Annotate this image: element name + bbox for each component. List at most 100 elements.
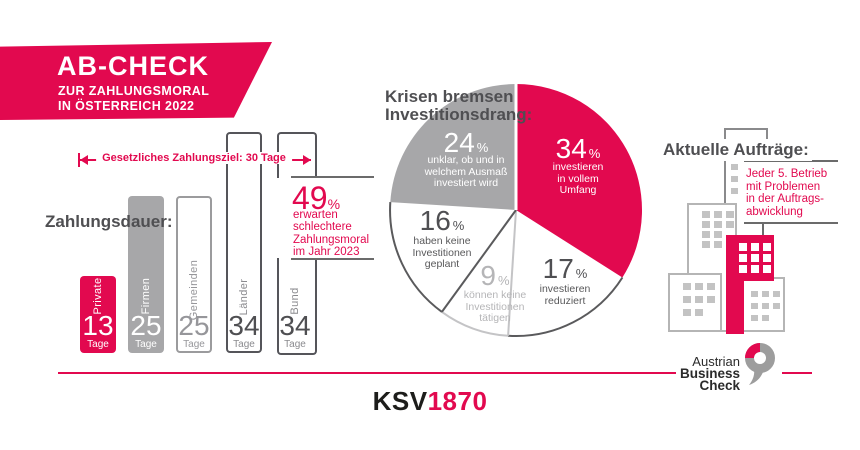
building-window — [739, 243, 747, 251]
building-window — [762, 303, 769, 309]
pie-number: 34 — [555, 133, 587, 164]
pie-title: Krisen bremsen Investitionsdrang: — [385, 87, 533, 124]
callout-value: 49% — [292, 180, 340, 217]
abc-ring-pink-segment — [745, 343, 761, 359]
target-line-tick — [78, 153, 80, 167]
building-window — [773, 291, 780, 297]
abc-logo-mark-icon — [745, 343, 775, 385]
building-window — [695, 283, 703, 290]
bar-unit: Tage — [87, 339, 109, 350]
bar-unit: Tage — [183, 339, 205, 350]
pie-chart — [389, 84, 643, 338]
pie-value-16: 16% — [387, 205, 497, 237]
pie-value-34: 34% — [523, 133, 633, 165]
building-window — [751, 265, 759, 273]
pie-label-34: investieren in vollem Umfang — [552, 161, 604, 196]
building-window — [739, 265, 747, 273]
bar-value: 25 — [178, 310, 210, 341]
building-window — [702, 221, 710, 228]
callout-text: erwarten schlechtere Zahlungsmoral im Ja… — [293, 209, 370, 258]
bar-value: 25 — [130, 310, 162, 341]
bar-private — [80, 276, 116, 353]
building-window — [707, 283, 715, 290]
building-window — [731, 188, 738, 194]
bar-unit: Tage — [135, 339, 157, 350]
building-window — [731, 164, 738, 170]
orders-bracket-bottom — [744, 222, 838, 224]
bar-bund-bottom — [277, 258, 317, 355]
building-window — [751, 243, 759, 251]
pie-number: 24 — [443, 127, 475, 158]
callout-bracket-top — [291, 176, 374, 178]
pie-number: 9 — [480, 260, 496, 291]
building-window — [695, 296, 703, 303]
building-tall-left-edge — [724, 157, 726, 203]
building-back-windows — [702, 211, 734, 251]
building-window — [751, 291, 758, 297]
bar-unit: Tage — [284, 339, 306, 350]
pie-number: 16 — [419, 205, 451, 236]
percent-sign: % — [452, 218, 465, 233]
building-window — [731, 176, 738, 182]
orders-bracket-tick — [762, 224, 764, 235]
abc-logo-line1: Austrian — [692, 354, 740, 369]
pie-label-16: haben keine Investitionen geplant — [412, 235, 472, 270]
footer-divider-stub — [782, 372, 812, 374]
building-window — [714, 231, 722, 238]
building-right-windows — [751, 291, 780, 324]
building-window — [751, 303, 758, 309]
bar-laender — [226, 132, 262, 353]
building-window — [702, 211, 710, 218]
bar-value: 34 — [228, 310, 260, 341]
percent-sign: % — [498, 273, 510, 288]
building-pink-windows — [739, 243, 771, 276]
building-window — [739, 254, 747, 262]
bar-value: 13 — [82, 310, 114, 341]
pie-arc-16 — [389, 202, 443, 313]
pie-label-17: investieren reduziert — [539, 283, 591, 307]
pie-arc-9 — [441, 311, 509, 337]
callout-bracket-bottom — [291, 258, 374, 260]
title-banner — [0, 42, 272, 120]
austrian-business-check-logo: Austrian Business Check — [620, 354, 740, 392]
building-window — [763, 254, 771, 262]
pie-value-9: 9% — [440, 260, 550, 292]
building-tall-roof — [724, 128, 768, 142]
building-window — [763, 243, 771, 251]
percent-sign: % — [476, 140, 489, 155]
pie-arc-17 — [508, 276, 624, 338]
building-window — [702, 231, 710, 238]
building-window — [683, 296, 691, 303]
building-window — [762, 315, 769, 321]
abc-logo-line2: Business — [679, 366, 740, 381]
pie-segment-24 — [390, 84, 516, 210]
building-window — [695, 309, 703, 316]
building-window — [751, 315, 758, 321]
building-tall-windows — [731, 164, 738, 194]
pie-value-17: 17% — [510, 253, 620, 285]
percent-sign: % — [575, 266, 588, 281]
pie-value-24: 24% — [411, 127, 521, 159]
orders-heading: Aktuelle Aufträge: — [660, 139, 812, 161]
ksv-logo-pink: 1870 — [427, 386, 488, 416]
abc-bubble-tail — [749, 368, 764, 385]
orders-callout-text: Jeder 5. Betrieb mit Problemen in der Au… — [746, 168, 828, 218]
bar-firmen — [128, 196, 164, 353]
pie-label-9: können keine Investitionen tätigen — [463, 289, 527, 324]
building-window — [714, 221, 722, 228]
building-window — [726, 221, 734, 228]
page-subtitle-line1: ZUR ZAHLUNGSMORAL — [58, 84, 210, 98]
bar-chart-heading: Zahlungsdauer: — [45, 212, 173, 231]
ksv1870-logo: KSV1870 — [350, 386, 510, 417]
pie-divider-light — [507, 209, 517, 336]
building-pink-column — [726, 281, 744, 334]
pie-label-24: unklar, ob und in welchem Ausmaß investi… — [424, 154, 508, 189]
building-window — [763, 265, 771, 273]
building-window — [683, 283, 691, 290]
building-left-windows — [683, 283, 715, 319]
percent-sign: % — [588, 146, 601, 161]
ksv-logo-black: KSV — [372, 386, 428, 416]
pie-divider-dark — [441, 209, 517, 313]
target-line-label: Gesetzliches Zahlungsziel: 30 Tage — [96, 152, 292, 164]
